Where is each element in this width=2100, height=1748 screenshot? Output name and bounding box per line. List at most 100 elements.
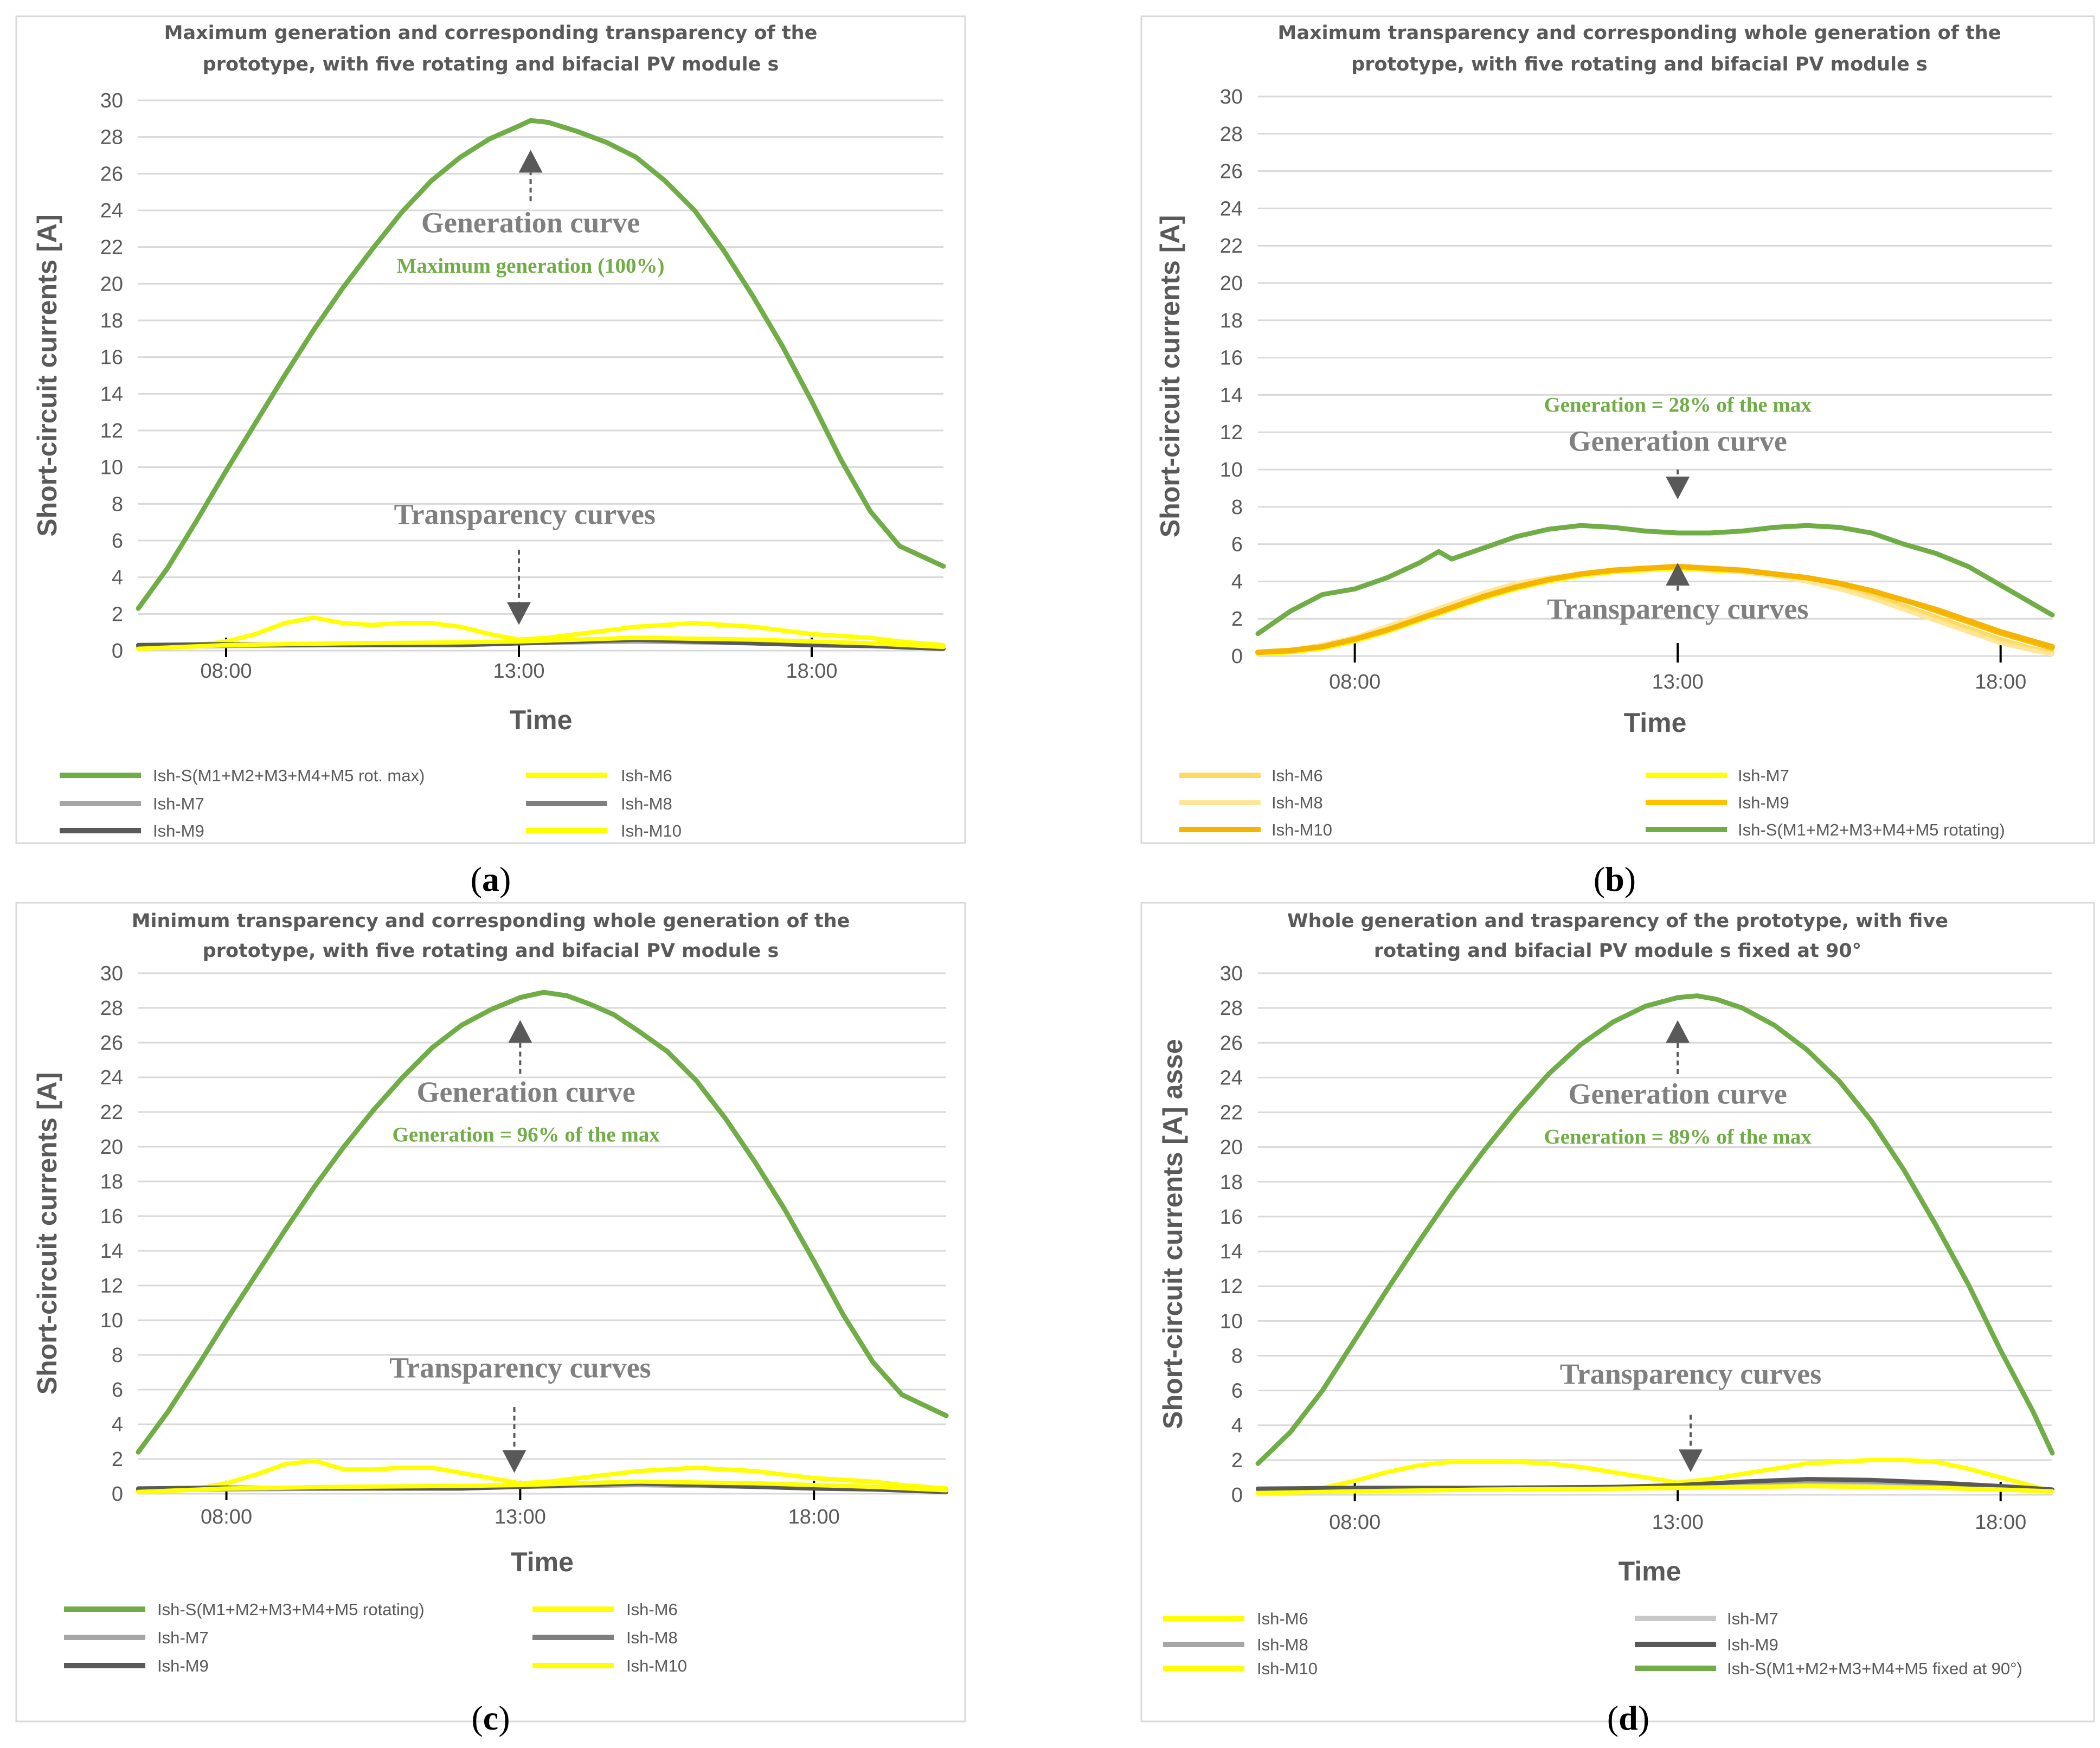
x-tick-label: 13:00 — [1652, 671, 1704, 693]
y-tick-label: 18 — [1220, 1171, 1243, 1194]
y-tick-label: 2 — [112, 603, 123, 626]
x-tick-label: 13:00 — [1652, 1511, 1704, 1534]
legend-label: Ish-M8 — [1257, 1635, 1308, 1654]
y-tick-label: 6 — [1231, 534, 1243, 556]
annotation-arrow-head — [1666, 563, 1690, 586]
chart-annotation: Generation = 96% of the max — [392, 1123, 660, 1146]
legend-label: Ish-S(M1+M2+M3+M4+M5 rotating) — [157, 1600, 425, 1619]
annotation-arrow-head — [507, 602, 531, 625]
y-tick-label: 28 — [100, 997, 123, 1020]
y-tick-label: 4 — [112, 1413, 123, 1436]
y-tick-label: 26 — [1220, 1032, 1243, 1055]
series-line-ish-m10 — [136, 635, 946, 651]
x-tick-label: 18:00 — [788, 1506, 840, 1528]
legend-label: Ish-M6 — [621, 766, 672, 785]
y-tick-label: 8 — [112, 1344, 123, 1367]
legend-label: Ish-M10 — [1271, 820, 1332, 839]
chart-title-line: Maximum generation and corresponding tra… — [164, 22, 818, 44]
y-tick-label: 4 — [1231, 570, 1243, 593]
legend-label: Ish-S(M1+M2+M3+M4+M5 rotating) — [1738, 820, 2005, 839]
y-tick-label: 2 — [112, 1448, 123, 1471]
y-tick-label: 12 — [1220, 421, 1243, 444]
y-tick-label: 6 — [112, 530, 123, 552]
y-axis-label: Short-circuit currents [A] asse — [1158, 1039, 1188, 1429]
legend-label: Ish-M7 — [153, 794, 204, 813]
x-axis-label: Time — [510, 705, 573, 735]
chart-annotation: Generation curve — [416, 1076, 635, 1108]
series-line-ish-s-m1-m2-m3-m4-m5-rot-max- — [136, 118, 946, 611]
annotation-arrow-head — [1679, 1449, 1703, 1473]
y-tick-label: 12 — [100, 420, 123, 442]
y-tick-label: 16 — [1220, 1206, 1243, 1229]
panel-caption: (a) — [471, 860, 511, 898]
annotation-arrow-head — [518, 150, 543, 173]
legend-label: Ish-S(M1+M2+M3+M4+M5 fixed at 90°) — [1727, 1659, 2022, 1678]
series-line-ish-s-m1-m2-m3-m4-m5-rotating- — [1255, 523, 2055, 637]
chart-annotation: Generation curve — [1568, 425, 1787, 458]
y-tick-label: 0 — [112, 1483, 123, 1506]
series-line-ish-m6 — [136, 615, 946, 650]
y-tick-label: 28 — [1220, 997, 1243, 1020]
y-tick-label: 4 — [1231, 1415, 1243, 1437]
legend-label: Ish-M6 — [1271, 766, 1323, 785]
y-tick-label: 16 — [100, 346, 123, 369]
y-tick-label: 20 — [1220, 1136, 1243, 1159]
chart-title-line: prototype, with five rotating and bifaci… — [203, 54, 779, 75]
legend-label: Ish-M8 — [1271, 793, 1323, 812]
x-tick-label: 13:00 — [495, 1506, 546, 1528]
y-tick-label: 8 — [1231, 496, 1243, 519]
panel-caption: (b) — [1594, 860, 1636, 898]
chart-annotation: Generation curve — [1568, 1078, 1787, 1110]
legend-label: Ish-M9 — [1738, 793, 1789, 812]
chart-title-line: prototype, with five rotating and bifaci… — [1351, 54, 1928, 75]
y-tick-label: 30 — [100, 962, 123, 985]
y-tick-label: 22 — [100, 1101, 123, 1124]
y-tick-label: 2 — [1231, 1449, 1243, 1472]
annotation-arrow-head — [1666, 477, 1690, 500]
annotation-arrow-head — [508, 1020, 532, 1043]
y-tick-label: 10 — [100, 457, 123, 479]
x-axis-label: Time — [511, 1547, 574, 1577]
series-line-ish-m6 — [136, 1458, 948, 1493]
y-tick-label: 18 — [100, 310, 123, 332]
y-tick-label: 26 — [100, 1032, 123, 1055]
series-line-ish-s-m1-m2-m3-m4-m5-fixed-at-90- — [1255, 993, 2055, 1466]
y-tick-label: 18 — [1220, 310, 1243, 332]
y-tick-label: 10 — [1220, 459, 1243, 481]
legend-label: Ish-M7 — [1738, 766, 1789, 785]
legend-label: Ish-M9 — [1727, 1635, 1778, 1654]
legend-label: Ish-M10 — [621, 821, 682, 840]
y-tick-label: 4 — [112, 567, 123, 589]
chart-frame — [1140, 15, 2095, 844]
legend-label: Ish-M10 — [626, 1656, 687, 1675]
x-tick-label: 08:00 — [201, 1506, 252, 1528]
legend-label: Ish-M9 — [153, 821, 204, 840]
chart-title-line: Minimum transparency and corresponding w… — [132, 910, 850, 932]
annotation-arrow-head — [1666, 1020, 1690, 1043]
y-tick-label: 22 — [1220, 1102, 1243, 1124]
y-tick-label: 10 — [1220, 1310, 1243, 1333]
series-line-ish-m9 — [1256, 1477, 2054, 1492]
chart-panel-c: Minimum transparency and corresponding w… — [15, 902, 966, 1737]
y-tick-label: 28 — [100, 126, 123, 149]
y-tick-label: 24 — [100, 1066, 123, 1089]
panel-caption: (d) — [1607, 1699, 1649, 1737]
chart-panel-a: Maximum generation and corresponding tra… — [15, 15, 966, 898]
legend-label: Ish-M7 — [1727, 1609, 1778, 1628]
annotation-arrow-head — [502, 1450, 526, 1473]
legend-label: Ish-M10 — [1257, 1659, 1318, 1678]
y-tick-label: 20 — [100, 273, 123, 295]
y-tick-label: 14 — [1220, 1241, 1243, 1263]
y-tick-label: 0 — [112, 640, 123, 663]
series-line-ish-m6 — [1256, 1457, 2054, 1494]
y-tick-label: 24 — [1220, 1066, 1243, 1089]
y-tick-label: 2 — [1231, 608, 1243, 631]
chart-annotation: Generation = 89% of the max — [1544, 1125, 1812, 1148]
y-tick-label: 24 — [1220, 197, 1243, 220]
chart-annotation: Generation curve — [421, 207, 640, 239]
y-tick-label: 0 — [1231, 645, 1243, 668]
y-tick-label: 8 — [1231, 1345, 1243, 1367]
y-tick-label: 6 — [1231, 1380, 1243, 1403]
